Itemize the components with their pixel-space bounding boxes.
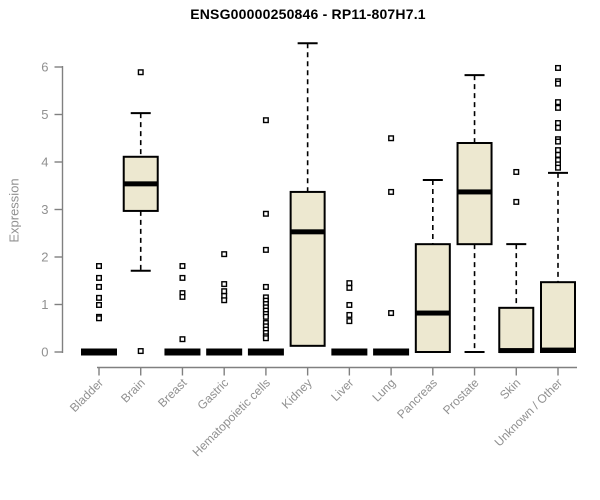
chart-title: ENSG00000250846 - RP11-807H7.1 bbox=[190, 6, 426, 22]
x-category-label: Hematopoietic cells bbox=[190, 376, 273, 459]
y-tick-label: 2 bbox=[41, 250, 48, 265]
outlier-point-unknown-other bbox=[555, 99, 562, 106]
y-tick-label: 3 bbox=[41, 202, 48, 217]
outlier-point-liver bbox=[346, 311, 353, 318]
x-category-label: Pancreas bbox=[394, 376, 440, 422]
outlier-point-gastric bbox=[221, 288, 228, 295]
outlier-point-hematopoietic-cells bbox=[262, 335, 269, 342]
median-line-prostate bbox=[457, 189, 492, 195]
outlier-point-lung bbox=[388, 310, 395, 317]
outlier-point-liver bbox=[346, 284, 353, 291]
outlier-point-unknown-other bbox=[555, 138, 562, 145]
x-category-label: Gastric bbox=[195, 376, 232, 413]
y-tick-label: 6 bbox=[41, 60, 48, 75]
outlier-point-brain bbox=[137, 348, 144, 355]
outlier-point-bladder bbox=[95, 294, 102, 301]
outlier-point-bladder bbox=[95, 274, 102, 281]
x-category-label: Skin bbox=[497, 376, 523, 402]
outlier-point-brain bbox=[137, 69, 144, 76]
y-tick-label: 4 bbox=[41, 155, 48, 170]
x-category-label: Lung bbox=[369, 376, 398, 405]
median-line-kidney bbox=[290, 229, 325, 235]
outlier-point-breast bbox=[179, 263, 186, 270]
box-unknown-other bbox=[540, 281, 576, 353]
outlier-point-gastric bbox=[221, 281, 228, 288]
box-lung bbox=[373, 348, 410, 356]
outlier-point-gastric bbox=[221, 251, 228, 258]
y-tick-label: 1 bbox=[41, 297, 48, 312]
outlier-point-lung bbox=[388, 188, 395, 195]
outlier-point-breast bbox=[179, 336, 186, 343]
box-kidney bbox=[289, 190, 326, 347]
box-breast bbox=[164, 348, 201, 356]
outlier-point-unknown-other bbox=[555, 124, 562, 131]
box-bladder bbox=[81, 348, 117, 356]
outlier-point-hematopoietic-cells bbox=[262, 313, 269, 320]
outlier-point-gastric bbox=[221, 297, 228, 304]
outlier-point-unknown-other bbox=[555, 151, 562, 158]
outlier-point-liver bbox=[346, 280, 353, 287]
x-category-label: Prostate bbox=[440, 376, 482, 418]
y-tick-label: 0 bbox=[41, 345, 48, 360]
outlier-point-hematopoietic-cells bbox=[262, 210, 269, 217]
median-line-unknown-other bbox=[541, 347, 575, 353]
outlier-point-bladder bbox=[95, 263, 102, 270]
outlier-point-unknown-other bbox=[555, 104, 562, 111]
box-liver bbox=[331, 348, 368, 356]
outlier-point-skin bbox=[513, 168, 520, 175]
outlier-point-bladder bbox=[95, 283, 102, 290]
outlier-point-hematopoietic-cells bbox=[262, 117, 269, 124]
outlier-point-breast bbox=[179, 293, 186, 300]
median-line-skin bbox=[499, 348, 534, 354]
outlier-point-bladder bbox=[95, 315, 102, 322]
outlier-point-unknown-other bbox=[555, 164, 562, 171]
box-hematopoietic-cells bbox=[247, 348, 284, 356]
outlier-point-breast bbox=[179, 274, 186, 281]
x-category-label: Brain bbox=[118, 376, 148, 406]
outlier-point-liver bbox=[346, 318, 353, 325]
x-category-label: Kidney bbox=[279, 376, 315, 412]
median-line-pancreas bbox=[415, 310, 450, 316]
outlier-point-lung bbox=[388, 135, 395, 142]
outlier-point-unknown-other bbox=[555, 147, 562, 154]
x-category-label: Bladder bbox=[67, 376, 106, 415]
outlier-point-hematopoietic-cells bbox=[262, 283, 269, 290]
outlier-point-unknown-other bbox=[555, 64, 562, 71]
outlier-point-skin bbox=[513, 198, 520, 205]
median-line-brain bbox=[123, 181, 158, 187]
box-gastric bbox=[206, 348, 243, 356]
outlier-point-unknown-other bbox=[555, 120, 562, 127]
y-tick-label: 5 bbox=[41, 107, 48, 122]
box-pancreas bbox=[414, 243, 451, 353]
x-category-label: Breast bbox=[155, 375, 190, 410]
x-category-label: Liver bbox=[328, 376, 356, 404]
outlier-point-unknown-other bbox=[555, 80, 562, 87]
outlier-point-liver bbox=[346, 301, 353, 308]
outlier-point-hematopoietic-cells bbox=[262, 246, 269, 253]
box-skin bbox=[498, 306, 535, 354]
outlier-point-bladder bbox=[95, 301, 102, 308]
